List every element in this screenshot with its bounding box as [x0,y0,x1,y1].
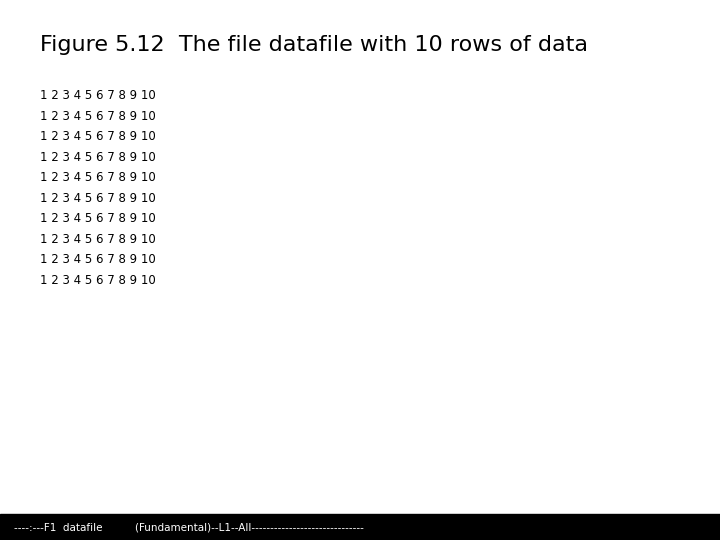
Text: 1 2 3 4 5 6 7 8 9 10: 1 2 3 4 5 6 7 8 9 10 [40,233,156,246]
Text: ----:---F1  datafile          (Fundamental)--L1--All----------------------------: ----:---F1 datafile (Fundamental)--L1--A… [14,522,364,532]
Text: 1 2 3 4 5 6 7 8 9 10: 1 2 3 4 5 6 7 8 9 10 [40,212,156,225]
Text: 1 2 3 4 5 6 7 8 9 10: 1 2 3 4 5 6 7 8 9 10 [40,253,156,266]
Text: 1 2 3 4 5 6 7 8 9 10: 1 2 3 4 5 6 7 8 9 10 [40,130,156,143]
Text: 1 2 3 4 5 6 7 8 9 10: 1 2 3 4 5 6 7 8 9 10 [40,110,156,123]
Text: 1 2 3 4 5 6 7 8 9 10: 1 2 3 4 5 6 7 8 9 10 [40,89,156,102]
Text: 1 2 3 4 5 6 7 8 9 10: 1 2 3 4 5 6 7 8 9 10 [40,151,156,164]
Text: 1 2 3 4 5 6 7 8 9 10: 1 2 3 4 5 6 7 8 9 10 [40,171,156,184]
Text: 1 2 3 4 5 6 7 8 9 10: 1 2 3 4 5 6 7 8 9 10 [40,274,156,287]
Text: 1 2 3 4 5 6 7 8 9 10: 1 2 3 4 5 6 7 8 9 10 [40,192,156,205]
Text: Figure 5.12  The file datafile with 10 rows of data: Figure 5.12 The file datafile with 10 ro… [40,35,588,55]
